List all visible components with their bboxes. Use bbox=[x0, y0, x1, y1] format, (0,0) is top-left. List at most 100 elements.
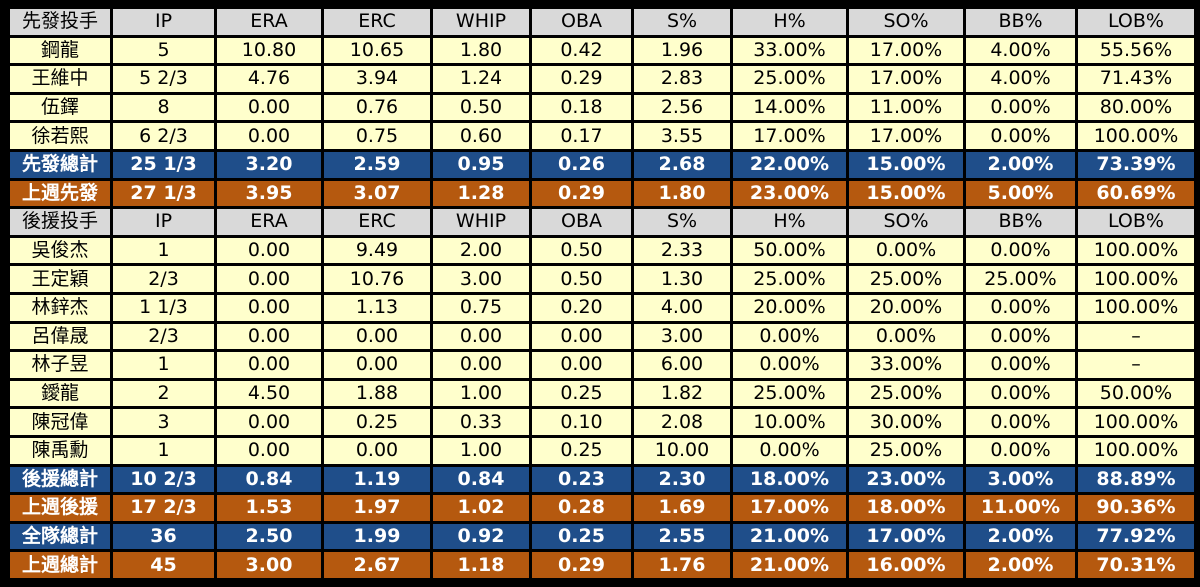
reliever-row-erc-cell: 0.00 bbox=[324, 437, 430, 464]
reliever-last-week-row-h-pct-cell: 17.00% bbox=[733, 495, 846, 521]
reliever-row-s-pct-cell: 2.08 bbox=[634, 409, 730, 435]
starter-row-s-pct-cell: 2.56 bbox=[634, 94, 730, 121]
reliever-row-s-pct-cell: 2.33 bbox=[634, 237, 730, 264]
reliever-last-week-row-s-pct-cell: 1.69 bbox=[634, 495, 730, 521]
starter-total-row-s-pct-cell: 2.68 bbox=[634, 151, 730, 178]
starter-row-era-cell: 0.00 bbox=[217, 94, 321, 121]
team-last-week-row-name-cell: 上週總計 bbox=[10, 552, 110, 578]
starter-total-row: 先發總計 25 1/3 3.20 2.59 0.95 0.26 2.68 22.00% 15.0… bbox=[10, 151, 1194, 178]
team-total-row-bb-pct-cell: 2.00% bbox=[966, 523, 1075, 550]
team-last-week-row-oba-cell: 0.29 bbox=[532, 552, 631, 578]
reliever-header-row-erc-cell: ERC bbox=[324, 209, 430, 235]
reliever-row: 王定穎 2/3 0.00 10.76 3.00 0.50 1.30 25.00% 25.00% 2… bbox=[10, 266, 1194, 292]
reliever-row-erc-cell: 9.49 bbox=[324, 237, 430, 264]
reliever-row-whip-cell: 0.75 bbox=[433, 294, 529, 321]
starter-last-week-row-name-cell: 上週先發 bbox=[10, 180, 110, 207]
reliever-row-bb-pct-cell: 0.00% bbox=[966, 437, 1075, 464]
reliever-row-name-cell: 呂偉晟 bbox=[10, 323, 110, 350]
starter-row-bb-pct-cell: 0.00% bbox=[966, 123, 1075, 149]
reliever-row-s-pct-cell: 4.00 bbox=[634, 294, 730, 321]
reliever-row: 陳冠偉 3 0.00 0.25 0.33 0.10 2.08 10.00% 30.00% 0.00… bbox=[10, 409, 1194, 435]
reliever-row: 呂偉晟 2/3 0.00 0.00 0.00 0.00 3.00 0.00% 0.00% 0.00… bbox=[10, 323, 1194, 350]
team-last-week-row-lob-pct-cell: 70.31% bbox=[1078, 552, 1194, 578]
team-last-week-row-ip-cell: 45 bbox=[113, 552, 214, 578]
reliever-row-lob-pct-cell: – bbox=[1078, 352, 1194, 378]
reliever-row-lob-pct-cell: 100.00% bbox=[1078, 237, 1194, 264]
starter-row-whip-cell: 1.24 bbox=[433, 66, 529, 92]
reliever-row-so-pct-cell: 33.00% bbox=[849, 352, 963, 378]
reliever-row-erc-cell: 0.00 bbox=[324, 323, 430, 350]
reliever-row-erc-cell: 10.76 bbox=[324, 266, 430, 292]
reliever-row-erc-cell: 1.88 bbox=[324, 380, 430, 407]
reliever-row-bb-pct-cell: 0.00% bbox=[966, 323, 1075, 350]
reliever-row-oba-cell: 0.20 bbox=[532, 294, 631, 321]
starter-row-so-pct-cell: 17.00% bbox=[849, 66, 963, 92]
starter-total-row-oba-cell: 0.26 bbox=[532, 151, 631, 178]
starter-total-row-lob-pct-cell: 73.39% bbox=[1078, 151, 1194, 178]
starter-row-bb-pct-cell: 4.00% bbox=[966, 66, 1075, 92]
team-total-row-name-cell: 全隊總計 bbox=[10, 523, 110, 550]
starter-total-row-so-pct-cell: 15.00% bbox=[849, 151, 963, 178]
reliever-row: 鑀龍 2 4.50 1.88 1.00 0.25 1.82 25.00% 25.00% 0.00%… bbox=[10, 380, 1194, 407]
reliever-total-row-h-pct-cell: 18.00% bbox=[733, 466, 846, 493]
reliever-row-h-pct-cell: 0.00% bbox=[733, 437, 846, 464]
reliever-row-name-cell: 林鋅杰 bbox=[10, 294, 110, 321]
reliever-row-whip-cell: 2.00 bbox=[433, 237, 529, 264]
starter-total-row-erc-cell: 2.59 bbox=[324, 151, 430, 178]
starter-row-erc-cell: 10.65 bbox=[324, 37, 430, 64]
reliever-header-row-oba-cell: OBA bbox=[532, 209, 631, 235]
starter-row-so-pct-cell: 17.00% bbox=[849, 37, 963, 64]
reliever-row-so-pct-cell: 25.00% bbox=[849, 380, 963, 407]
starter-header-row-so-pct-cell: SO% bbox=[849, 9, 963, 35]
starter-row-name-cell: 鋼龍 bbox=[10, 37, 110, 64]
reliever-last-week-row-era-cell: 1.53 bbox=[217, 495, 321, 521]
starter-last-week-row-so-pct-cell: 15.00% bbox=[849, 180, 963, 207]
reliever-row-name-cell: 吳俊杰 bbox=[10, 237, 110, 264]
reliever-total-row: 後援總計 10 2/3 0.84 1.19 0.84 0.23 2.30 18.00% 23.0… bbox=[10, 466, 1194, 493]
starter-header-row-ip-cell: IP bbox=[113, 9, 214, 35]
starter-row-h-pct-cell: 33.00% bbox=[733, 37, 846, 64]
reliever-last-week-row-lob-pct-cell: 90.36% bbox=[1078, 495, 1194, 521]
team-total-row-s-pct-cell: 2.55 bbox=[634, 523, 730, 550]
reliever-row-lob-pct-cell: 100.00% bbox=[1078, 409, 1194, 435]
reliever-row-erc-cell: 0.25 bbox=[324, 409, 430, 435]
reliever-total-row-oba-cell: 0.23 bbox=[532, 466, 631, 493]
starter-last-week-row-h-pct-cell: 23.00% bbox=[733, 180, 846, 207]
reliever-row-era-cell: 4.50 bbox=[217, 380, 321, 407]
starter-row-oba-cell: 0.29 bbox=[532, 66, 631, 92]
reliever-last-week-row-whip-cell: 1.02 bbox=[433, 495, 529, 521]
reliever-row-bb-pct-cell: 0.00% bbox=[966, 352, 1075, 378]
reliever-total-row-erc-cell: 1.19 bbox=[324, 466, 430, 493]
starter-row-ip-cell: 8 bbox=[113, 94, 214, 121]
reliever-total-row-so-pct-cell: 23.00% bbox=[849, 466, 963, 493]
reliever-row-lob-pct-cell: 100.00% bbox=[1078, 437, 1194, 464]
starter-last-week-row-era-cell: 3.95 bbox=[217, 180, 321, 207]
team-total-row-oba-cell: 0.25 bbox=[532, 523, 631, 550]
pitching-stats-table: 先發投手 IP ERA ERC WHIP OBA S% H% SO% BB% LOB% 鋼龍 5 10.8… bbox=[7, 6, 1197, 581]
starter-header-row-h-pct-cell: H% bbox=[733, 9, 846, 35]
reliever-row-h-pct-cell: 50.00% bbox=[733, 237, 846, 264]
reliever-row-bb-pct-cell: 0.00% bbox=[966, 409, 1075, 435]
starter-row-erc-cell: 0.76 bbox=[324, 94, 430, 121]
starter-row-so-pct-cell: 11.00% bbox=[849, 94, 963, 121]
reliever-row-oba-cell: 0.10 bbox=[532, 409, 631, 435]
team-total-row-erc-cell: 1.99 bbox=[324, 523, 430, 550]
reliever-row-oba-cell: 0.50 bbox=[532, 266, 631, 292]
starter-last-week-row-whip-cell: 1.28 bbox=[433, 180, 529, 207]
reliever-row-oba-cell: 0.25 bbox=[532, 437, 631, 464]
starter-row-era-cell: 4.76 bbox=[217, 66, 321, 92]
starter-row-ip-cell: 5 2/3 bbox=[113, 66, 214, 92]
reliever-total-row-ip-cell: 10 2/3 bbox=[113, 466, 214, 493]
starter-last-week-row-s-pct-cell: 1.80 bbox=[634, 180, 730, 207]
starter-row-whip-cell: 0.60 bbox=[433, 123, 529, 149]
starter-row-oba-cell: 0.42 bbox=[532, 37, 631, 64]
reliever-header-row-whip-cell: WHIP bbox=[433, 209, 529, 235]
reliever-total-row-lob-pct-cell: 88.89% bbox=[1078, 466, 1194, 493]
reliever-header-row-era-cell: ERA bbox=[217, 209, 321, 235]
starter-header-row-bb-pct-cell: BB% bbox=[966, 9, 1075, 35]
team-last-week-row-era-cell: 3.00 bbox=[217, 552, 321, 578]
starter-row-lob-pct-cell: 55.56% bbox=[1078, 37, 1194, 64]
reliever-row: 吳俊杰 1 0.00 9.49 2.00 0.50 2.33 50.00% 0.00% 0.00%… bbox=[10, 237, 1194, 264]
reliever-header-row-so-pct-cell: SO% bbox=[849, 209, 963, 235]
reliever-row-whip-cell: 0.00 bbox=[433, 352, 529, 378]
